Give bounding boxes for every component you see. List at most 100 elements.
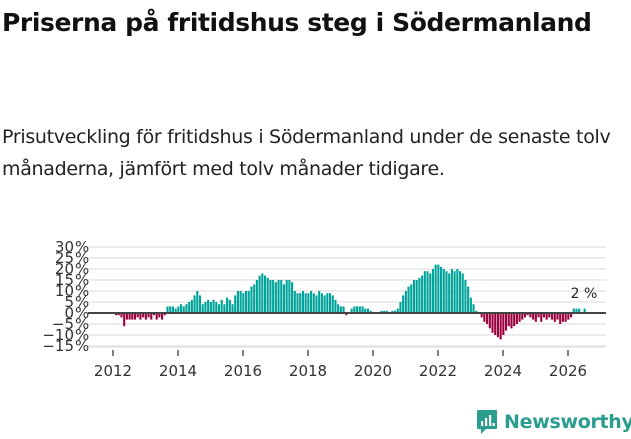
- bar: [120, 313, 123, 318]
- bar: [209, 302, 212, 313]
- bar: [253, 284, 256, 313]
- bar: [440, 266, 443, 313]
- bar: [190, 299, 193, 313]
- y-tick-label: −5: [52, 315, 74, 333]
- bar: [434, 264, 437, 313]
- bar: [548, 313, 551, 318]
- bar: [274, 282, 277, 313]
- bar: [361, 306, 364, 313]
- bar: [234, 295, 237, 313]
- bar: [526, 313, 529, 316]
- bar: [139, 313, 142, 320]
- bar: [328, 293, 332, 313]
- x-tick-label: 2018: [289, 362, 327, 380]
- bar: [212, 299, 215, 313]
- page-subtitle: Prisutveckling för fritidshus i Söderman…: [2, 126, 611, 180]
- bar: [345, 313, 348, 316]
- bar: [475, 310, 478, 313]
- bar: [537, 313, 540, 318]
- bar: [570, 313, 573, 318]
- bar: [245, 291, 248, 313]
- newsworthy-logo-icon: [477, 410, 497, 434]
- bar: [561, 313, 564, 322]
- y-tick-unit: %: [75, 293, 89, 311]
- bar: [171, 306, 174, 313]
- bar: [299, 293, 302, 313]
- bar: [518, 313, 521, 322]
- bar: [494, 313, 497, 335]
- bar: [207, 299, 210, 313]
- bar: [242, 293, 245, 313]
- bar: [507, 313, 510, 327]
- bar: [469, 297, 472, 313]
- bar: [445, 271, 448, 313]
- bar: [144, 313, 147, 320]
- bar: [534, 313, 537, 322]
- bar: [486, 313, 489, 324]
- y-tick-label: −10: [42, 326, 74, 344]
- bar: [296, 293, 299, 313]
- y-tick-unit: %: [75, 260, 89, 278]
- bar: [421, 275, 424, 313]
- newsworthy-logo-text: Newsworthy: [504, 411, 631, 433]
- x-tick-label: 2024: [484, 362, 522, 380]
- bar: [247, 291, 250, 313]
- bar: [269, 280, 272, 313]
- bar: [366, 308, 369, 313]
- bar: [304, 293, 307, 313]
- bar: [201, 304, 204, 313]
- bar: [277, 280, 280, 313]
- bar: [456, 269, 459, 313]
- bar: [480, 313, 483, 318]
- bar: [510, 313, 513, 329]
- bar: [505, 313, 508, 331]
- bar: [334, 299, 337, 313]
- bar: [215, 302, 218, 313]
- bar: [542, 313, 546, 318]
- bar: [220, 299, 223, 313]
- bar: [437, 264, 440, 313]
- bar: [404, 291, 407, 313]
- bar: [266, 277, 269, 313]
- bar: [467, 286, 470, 313]
- bar: [556, 313, 559, 320]
- bar: [431, 269, 434, 313]
- bar: [442, 269, 445, 313]
- bar: [472, 304, 475, 313]
- bar: [147, 313, 150, 318]
- bar: [540, 313, 543, 322]
- y-tick-unit: %: [75, 326, 89, 344]
- bar: [250, 286, 253, 313]
- bar: [578, 308, 581, 313]
- bar: [532, 313, 535, 320]
- bar: [239, 291, 242, 313]
- bar: [483, 313, 486, 322]
- bar: [529, 313, 532, 318]
- bar: [380, 310, 383, 313]
- y-tick-unit: %: [75, 249, 89, 267]
- bar: [458, 271, 462, 313]
- bar: [258, 275, 261, 313]
- bar: [410, 284, 413, 313]
- bar: [169, 306, 172, 313]
- bar: [177, 306, 180, 313]
- bar: [551, 313, 554, 320]
- bar: [174, 308, 177, 313]
- chart-canvas: 30 %25 %20 %15 %10 %5 %0 %−5 %−10 %−15 %2012 2014 20…: [42, 238, 606, 380]
- bar: [342, 306, 345, 313]
- y-tick-label: −15: [42, 337, 74, 355]
- bar: [523, 313, 527, 318]
- bar: [301, 291, 304, 313]
- bar: [188, 302, 191, 313]
- bar: [128, 313, 131, 320]
- bar: [226, 297, 229, 313]
- bar: [564, 313, 567, 322]
- bar: [125, 313, 128, 320]
- bar: [223, 304, 226, 313]
- bar: [180, 304, 183, 313]
- x-tick-label: 2014: [159, 362, 197, 380]
- bar: [293, 291, 296, 313]
- bar: [545, 313, 548, 320]
- bar: [559, 313, 562, 324]
- bar: [231, 304, 234, 313]
